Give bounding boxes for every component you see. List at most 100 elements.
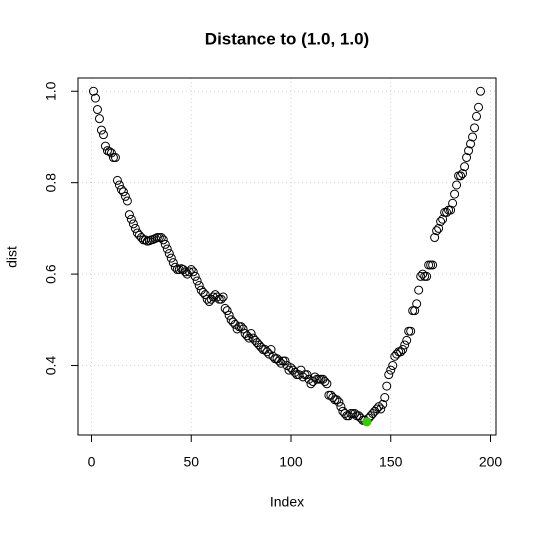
point [384, 370, 394, 380]
point [422, 271, 432, 281]
plot-frame [77, 77, 497, 436]
point [238, 324, 248, 334]
point [434, 223, 444, 233]
point [112, 175, 122, 185]
x-tick-label: 150 [379, 454, 403, 470]
point [412, 299, 422, 309]
point [284, 365, 294, 375]
point [372, 404, 382, 414]
point [130, 223, 140, 233]
point [406, 326, 416, 336]
point [306, 379, 316, 389]
x-tick-label: 0 [88, 454, 96, 470]
point [382, 381, 392, 391]
point [98, 130, 108, 140]
point [334, 397, 344, 407]
point [116, 185, 126, 195]
point [222, 306, 232, 316]
y-tick-label: 0.8 [43, 173, 59, 193]
point [216, 294, 226, 304]
point [332, 395, 342, 405]
point [190, 271, 200, 281]
point [244, 333, 254, 343]
point [402, 335, 412, 345]
point [128, 219, 138, 229]
x-tick-label: 50 [183, 454, 199, 470]
point [416, 271, 426, 281]
point [236, 322, 246, 332]
point [200, 290, 210, 300]
point [472, 111, 482, 121]
y-axis-label: dist [4, 246, 20, 268]
point [94, 114, 104, 124]
point [430, 233, 440, 243]
point [450, 189, 460, 199]
point [164, 249, 174, 259]
point [436, 217, 446, 227]
point [208, 292, 218, 302]
point [458, 169, 468, 179]
point [476, 86, 486, 96]
y-tick-label: 1.0 [43, 81, 59, 101]
point [110, 153, 120, 163]
point [302, 370, 312, 380]
point [426, 260, 436, 270]
point [396, 347, 406, 357]
point [184, 267, 194, 277]
point [114, 180, 124, 190]
point [320, 377, 330, 387]
point [438, 214, 448, 224]
point [100, 141, 110, 151]
x-tick-label: 200 [479, 454, 503, 470]
x-axis-label: Index [270, 494, 304, 510]
point [166, 253, 176, 263]
point [126, 214, 136, 224]
point [228, 317, 238, 327]
point [460, 162, 470, 172]
point [124, 210, 134, 220]
y-tick-label: 0.4 [43, 356, 59, 376]
point [118, 187, 128, 197]
x-tick-label: 100 [279, 454, 303, 470]
point [474, 102, 484, 112]
point [156, 233, 166, 243]
point [448, 198, 458, 208]
point [218, 292, 228, 302]
point [322, 379, 332, 389]
point [88, 86, 98, 96]
point [280, 356, 290, 366]
point [266, 345, 276, 355]
point [122, 196, 132, 206]
point [194, 281, 204, 291]
point [428, 260, 438, 270]
point [456, 171, 466, 181]
point [414, 285, 424, 295]
point [466, 139, 476, 149]
point [376, 404, 386, 414]
point [470, 123, 480, 133]
point [446, 205, 456, 215]
point [462, 153, 472, 163]
point [162, 244, 172, 254]
point [186, 265, 196, 275]
point [274, 356, 284, 366]
point [468, 132, 478, 142]
point [388, 361, 398, 371]
point [398, 345, 408, 355]
point [246, 329, 256, 339]
point [380, 393, 390, 403]
point [378, 399, 388, 409]
point [220, 303, 230, 313]
point [96, 125, 106, 135]
point [158, 235, 168, 245]
point [192, 276, 202, 286]
point [432, 226, 442, 236]
point [168, 258, 178, 268]
point [188, 267, 198, 277]
point [120, 191, 130, 201]
point [198, 287, 208, 297]
point [108, 153, 118, 163]
point [336, 402, 346, 412]
point [410, 306, 420, 316]
